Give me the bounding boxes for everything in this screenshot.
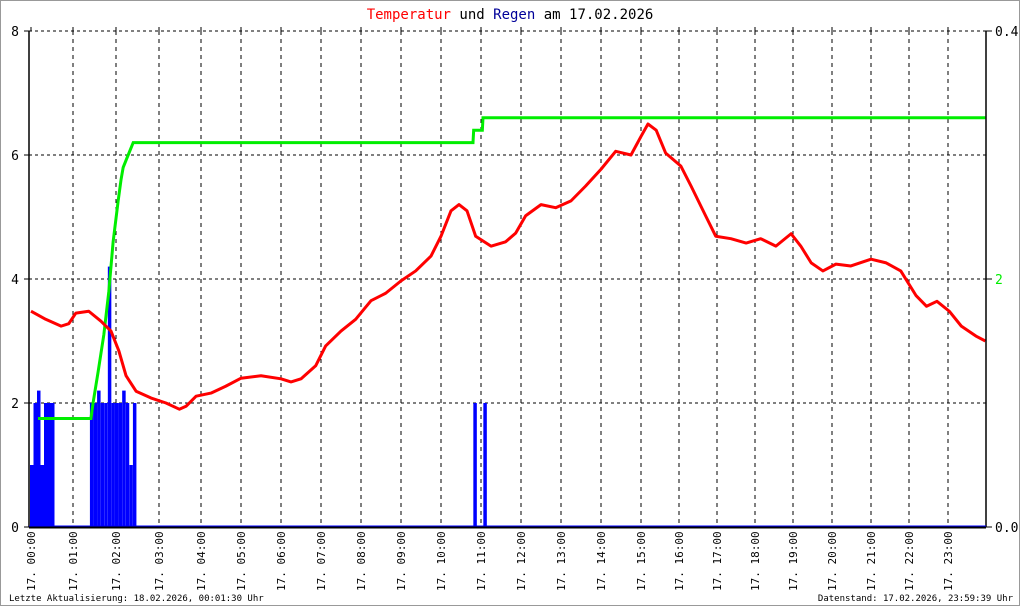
rain-bar xyxy=(115,403,119,527)
left-tick-label: 0 xyxy=(11,521,19,536)
rain-bar xyxy=(44,403,48,527)
title-rain: Regen xyxy=(493,7,535,23)
x-tick-label: 17. 09:00 xyxy=(395,531,408,591)
rain-bar xyxy=(33,403,37,527)
rain-bar xyxy=(89,403,94,527)
chart-title: Temperatur und Regen am 17.02.2026 xyxy=(367,7,654,23)
rain-bar xyxy=(107,266,112,527)
left-tick-label: 6 xyxy=(11,149,19,164)
last-update-text: Letzte Aktualisierung: 18.02.2026, 00:01… xyxy=(9,594,264,604)
rain-cumulative-line xyxy=(38,116,986,420)
rain-bar xyxy=(51,403,55,527)
x-tick-label: 17. 01:00 xyxy=(67,531,80,591)
x-tick-label: 17. 18:00 xyxy=(749,531,762,591)
x-tick-label: 17. 17:00 xyxy=(711,531,724,591)
title-and: und xyxy=(451,7,493,23)
rain-bar xyxy=(118,403,123,527)
x-tick-label: 17. 12:00 xyxy=(515,531,528,591)
x-tick-label: 17. 14:00 xyxy=(595,531,608,591)
left-tick-label: 2 xyxy=(11,397,19,412)
rain-bar xyxy=(40,465,44,527)
rain-bar xyxy=(30,465,34,527)
x-tick-label: 17. 05:00 xyxy=(235,531,248,591)
rain-bar xyxy=(37,390,41,527)
rain-bar xyxy=(125,403,130,527)
rain-bar xyxy=(132,403,137,527)
rain-bar xyxy=(97,390,101,527)
x-tick-label: 17. 02:00 xyxy=(110,531,123,591)
rain-bar xyxy=(483,403,487,527)
title-temperature: Temperatur xyxy=(367,7,451,23)
rain-bar xyxy=(111,403,115,527)
x-tick-label: 17. 20:00 xyxy=(826,531,839,591)
rain-bar xyxy=(473,403,477,527)
x-tick-label: 17. 00:00 xyxy=(25,531,38,591)
right-tick-label: 0.0 xyxy=(995,521,1018,536)
x-tick-label: 17. 06:00 xyxy=(275,531,288,591)
right-tick-label: 0.4 xyxy=(995,25,1019,40)
left-tick-label: 8 xyxy=(11,25,19,40)
x-tick-label: 17. 15:00 xyxy=(635,531,648,591)
data-state-text: Datenstand: 17.02.2026, 23:59:39 Uhr xyxy=(818,594,1014,604)
rain-bar xyxy=(129,465,133,527)
x-tick-label: 17. 03:00 xyxy=(153,531,166,591)
title-date: am 17.02.2026 xyxy=(535,7,653,23)
rain-bar xyxy=(93,403,97,527)
x-tick-label: 17. 22:00 xyxy=(903,531,916,591)
rain-bar xyxy=(122,390,126,527)
left-tick-label: 4 xyxy=(11,273,19,288)
x-tick-label: 17. 19:00 xyxy=(787,531,800,591)
rain-bar xyxy=(47,403,51,527)
x-tick-label: 17. 10:00 xyxy=(435,531,448,591)
rain-bar xyxy=(100,403,105,527)
rain-bar xyxy=(104,403,108,527)
x-tick-label: 17. 23:00 xyxy=(942,531,955,591)
x-tick-label: 17. 13:00 xyxy=(555,531,568,591)
x-tick-label: 17. 04:00 xyxy=(195,531,208,591)
x-tick-label: 17. 11:00 xyxy=(475,531,488,591)
x-tick-label: 17. 07:00 xyxy=(315,531,328,591)
green-tick-label: 2 xyxy=(995,273,1003,288)
x-tick-label: 17. 08:00 xyxy=(355,531,368,591)
x-tick-label: 17. 21:00 xyxy=(865,531,878,591)
temperature-line xyxy=(30,122,987,411)
x-tick-label: 17. 16:00 xyxy=(673,531,686,591)
